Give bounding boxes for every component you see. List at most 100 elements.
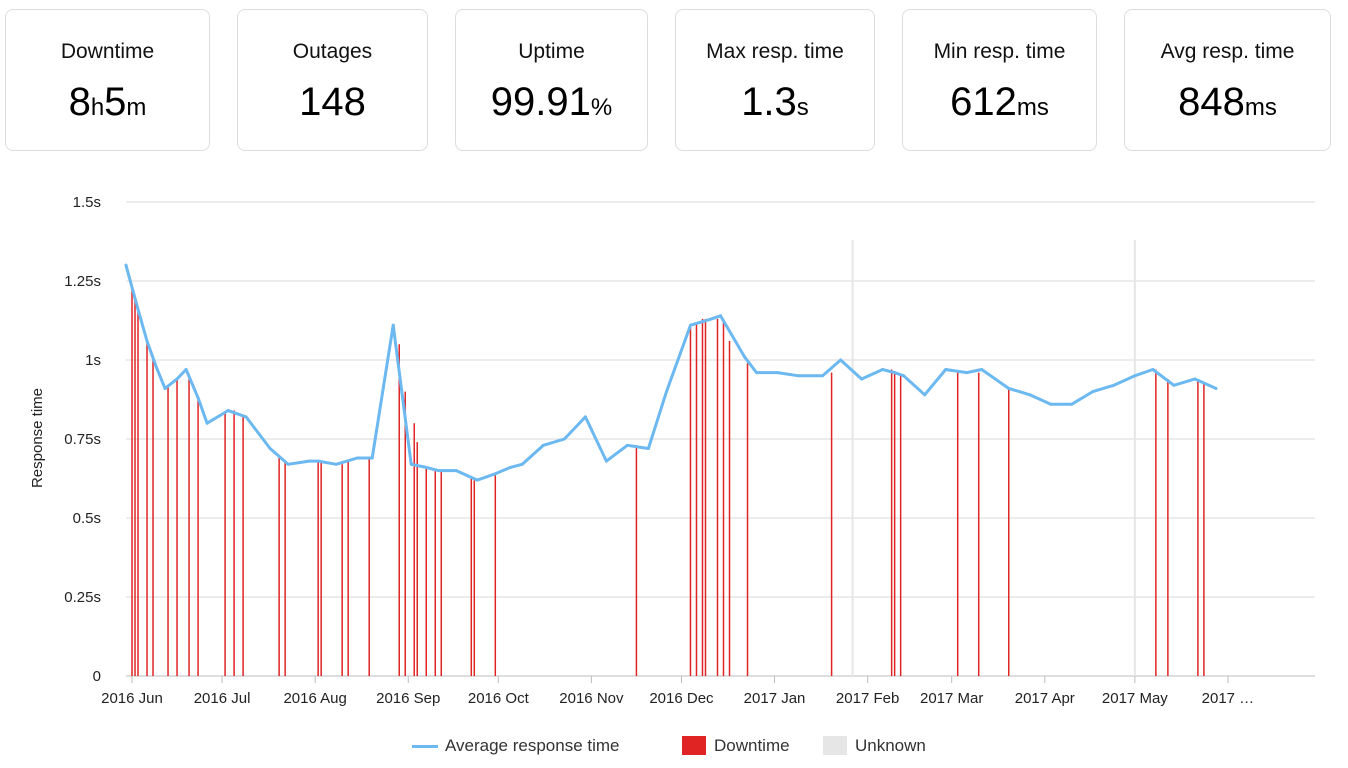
x-tick-label: 2016 Nov	[559, 690, 624, 707]
x-tick-label: 2017 Apr	[1015, 690, 1075, 707]
x-tick-label: 2016 Jun	[101, 690, 163, 707]
stat-unit: h	[90, 94, 105, 121]
average-response-time-point	[1007, 386, 1011, 390]
legend-label: Downtime	[714, 736, 790, 755]
average-response-time-point	[154, 364, 158, 368]
average-response-time-point	[184, 367, 188, 371]
average-response-time-point	[902, 374, 906, 378]
legend-label: Unknown	[855, 736, 926, 755]
average-response-time-point	[860, 377, 864, 381]
y-tick-label: 1s	[85, 352, 101, 369]
x-tick-label: 2017 Mar	[920, 690, 983, 707]
average-response-time-point	[1172, 383, 1176, 387]
stat-number: 8	[68, 80, 91, 124]
average-response-time-point	[664, 390, 668, 394]
x-tick-label: 2017 Feb	[836, 690, 899, 707]
average-response-time-point	[145, 339, 149, 343]
stat-title: Downtime	[60, 40, 155, 63]
average-response-time-point	[508, 465, 512, 469]
average-response-time-point	[1193, 377, 1197, 381]
average-response-time-point	[776, 371, 780, 375]
average-response-time-point	[424, 465, 428, 469]
response-time-chart: Response time 0 0.25s 0.5s 0.75s 1s 1.25s 1.5s…	[29, 194, 1315, 707]
average-response-time-point	[881, 367, 885, 371]
average-response-time-point	[226, 409, 230, 413]
x-tick-label: 2017 May	[1102, 690, 1168, 707]
average-response-time-point	[821, 374, 825, 378]
stat-card-uptime: Uptime 99.91%	[455, 9, 648, 151]
average-response-time-point	[1091, 390, 1095, 394]
average-response-time-point	[719, 314, 722, 318]
x-tick-label: 2016 Oct	[468, 690, 530, 707]
stat-title: Min resp. time	[933, 40, 1066, 63]
average-response-time-point	[454, 469, 458, 473]
average-response-time-point	[944, 367, 948, 371]
stat-title: Avg resp. time	[1160, 40, 1295, 63]
y-tick-label: 1.5s	[73, 194, 101, 211]
average-response-time-point	[493, 472, 497, 476]
average-response-time-point	[1133, 374, 1137, 378]
average-response-time-point	[1049, 402, 1053, 406]
average-response-time-point	[475, 478, 479, 482]
average-response-time-point	[355, 456, 359, 460]
legend-label: Average response time	[445, 736, 620, 755]
stat-unit: ms	[1244, 94, 1277, 121]
average-response-time-point	[646, 446, 650, 450]
y-axis-label: Response time	[29, 388, 46, 488]
legend-unknown-swatch	[823, 736, 847, 755]
average-response-time-point	[334, 462, 338, 466]
stat-card-outages: Outages 148	[237, 9, 428, 151]
x-tick-label: 2016 Aug	[283, 690, 346, 707]
stat-number: 612	[950, 80, 1017, 124]
stat-number: 5	[104, 80, 127, 124]
stat-number: 848	[1178, 80, 1245, 124]
stat-title: Outages	[292, 40, 373, 63]
stat-card-max-resp-time: Max resp. time 1.3s	[675, 9, 875, 151]
y-tick-label: 0.25s	[64, 589, 101, 606]
average-response-time-point	[625, 443, 629, 447]
chart-legend: Average response time Downtime Unknown	[0, 736, 1348, 756]
stat-value: 148	[238, 80, 427, 125]
average-response-time-point	[163, 386, 167, 390]
stat-unit: ms	[1016, 94, 1049, 121]
stat-card-avg-resp-time: Avg resp. time 848ms	[1124, 9, 1331, 151]
average-response-time-point	[604, 459, 608, 463]
x-tick-label: 2017 Jan	[744, 690, 806, 707]
average-response-time-point	[562, 437, 566, 441]
average-response-time-point	[370, 456, 374, 460]
average-response-time-point	[1112, 383, 1116, 387]
average-response-time-line	[124, 263, 1218, 482]
stat-number: 148	[299, 80, 366, 124]
x-tick-label: 2016 Dec	[649, 690, 714, 707]
average-response-time-point	[1214, 386, 1218, 390]
average-response-time-point	[1028, 393, 1032, 397]
average-response-time-point	[583, 415, 587, 419]
stat-unit: m	[126, 94, 147, 121]
stat-value: 1.3s	[676, 80, 874, 125]
stat-unit: %	[590, 94, 613, 121]
y-tick-label: 1.25s	[64, 273, 101, 290]
stat-value: 848ms	[1125, 80, 1330, 125]
legend-downtime-swatch	[682, 736, 706, 755]
average-response-time-point	[124, 263, 128, 267]
average-response-time-point	[743, 355, 747, 359]
stat-unit: s	[796, 94, 809, 121]
x-tick-label: 2016 Jul	[194, 690, 251, 707]
stat-number: 1.3	[741, 80, 797, 124]
stat-value: 612ms	[903, 80, 1096, 125]
average-response-time-point	[205, 421, 209, 425]
stat-number: 99.91	[490, 80, 591, 124]
average-response-time-point	[268, 446, 272, 450]
average-response-time-point	[130, 285, 134, 289]
stat-title: Uptime	[518, 40, 585, 63]
stat-value: 99.91%	[456, 80, 647, 125]
average-response-time-point	[316, 459, 320, 463]
average-response-time-point	[520, 462, 524, 466]
average-response-time-point	[436, 469, 440, 473]
average-response-time-point	[797, 374, 801, 378]
average-response-time-point	[839, 358, 843, 362]
average-response-time-point	[244, 415, 248, 419]
average-response-time-point	[136, 307, 140, 311]
average-response-time-point	[709, 317, 713, 321]
average-response-time-point	[391, 323, 395, 327]
